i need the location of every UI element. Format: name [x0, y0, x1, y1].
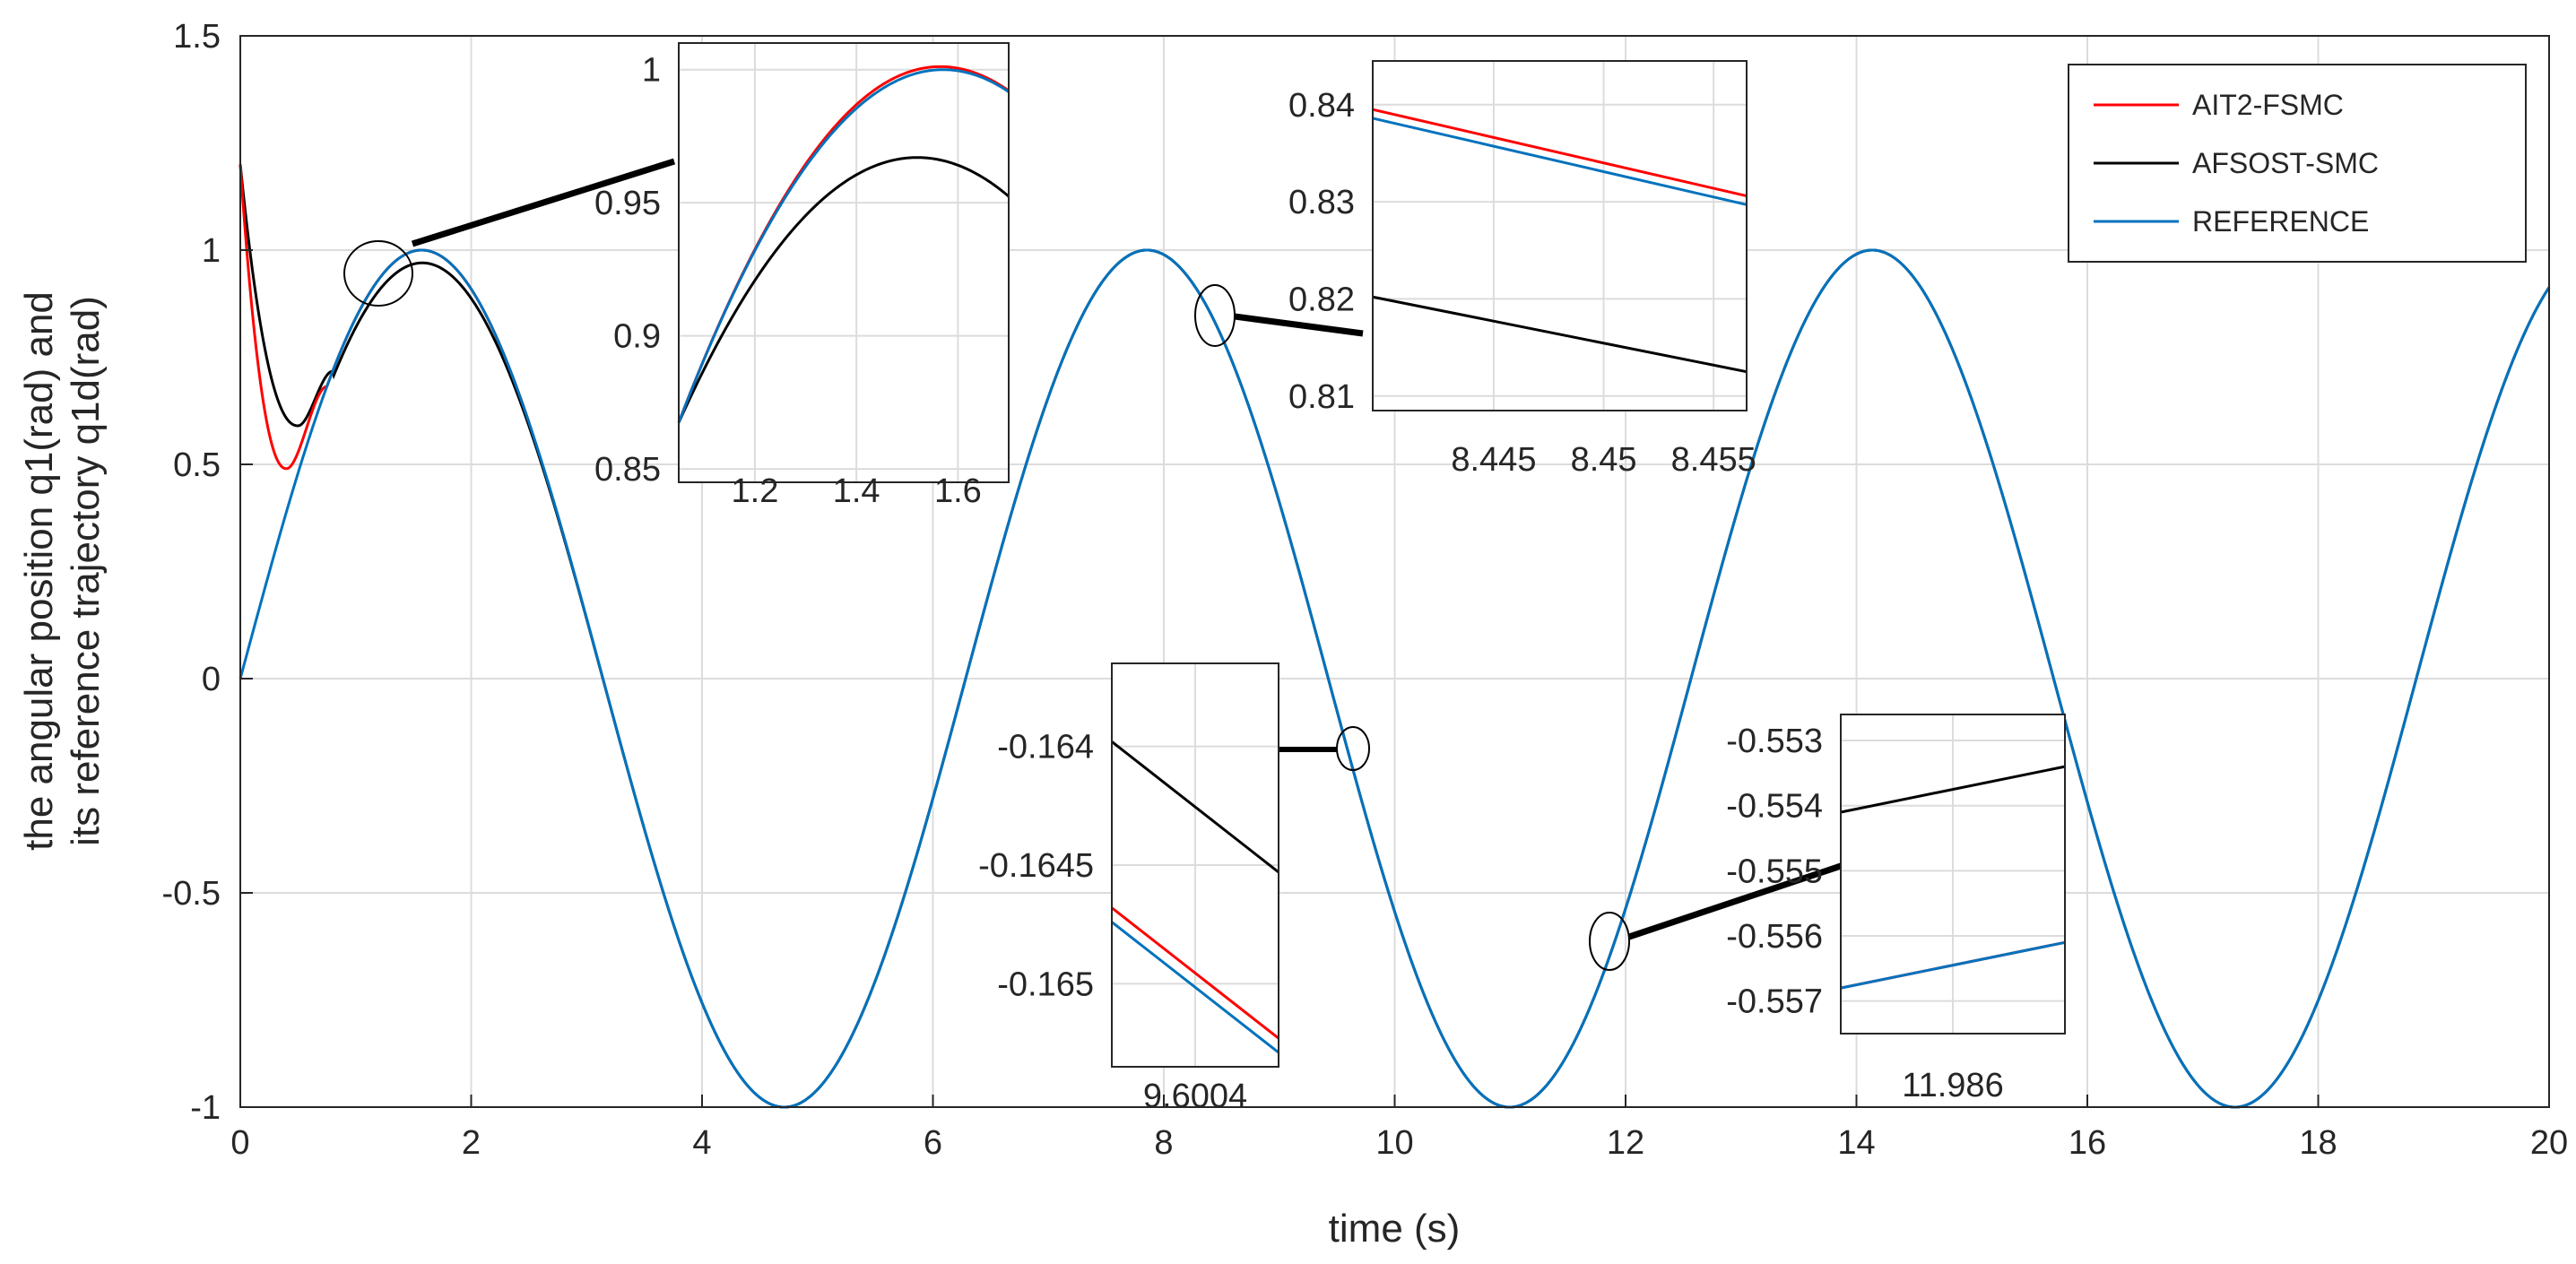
zoom-markers [343, 158, 1843, 971]
inset-x-tick-label: 8.445 [1451, 441, 1536, 479]
x-tick-label: 14 [1837, 1124, 1875, 1162]
zoom-ellipse-4 [1589, 912, 1630, 971]
inset-y-tick-label: -0.1645 [978, 847, 1094, 885]
x-tick-label: 4 [692, 1124, 711, 1162]
inset-series-afsost-smc [677, 156, 1010, 424]
connector-line-2 [1234, 313, 1364, 337]
inset-frame [1111, 662, 1279, 1068]
inset-y-tick-label: 0.82 [1288, 281, 1355, 318]
inset-4: 11.986 -0.553 -0.554 -0.555 -0.556 -0.557 [1726, 714, 2066, 1104]
y-tick-label: 0 [202, 661, 221, 698]
inset-x-tick-label: 11.986 [1902, 1067, 2003, 1104]
inset-x-tick-label: 8.455 [1671, 441, 1756, 479]
y-tick-label: -1 [190, 1089, 221, 1127]
inset-x-tick-label: 8.45 [1571, 441, 1637, 479]
inset-x-tick-label: 1.6 [934, 472, 982, 510]
x-tick-label: 20 [2530, 1124, 2568, 1162]
inset-y-tick-label: -0.554 [1726, 788, 1823, 826]
main-series [239, 164, 2551, 1109]
inset-y-tick-label: -0.557 [1726, 983, 1823, 1021]
inset-series-reference [1372, 117, 1748, 206]
y-axis-label: the angular position q1(rad) and its ref… [17, 291, 108, 851]
inset-y-tick-label: 0.95 [594, 185, 661, 222]
inset-series-ait2-fsmc [1111, 906, 1279, 1040]
inset-series-afsost-smc [1111, 740, 1279, 874]
x-tick-label: 10 [1375, 1124, 1413, 1162]
series-reference [239, 248, 2551, 1109]
legend-label-afsost-smc: AFSOST-SMC [2192, 147, 2379, 179]
y-axis-label-line-1: the angular position q1(rad) and [17, 291, 61, 851]
inset-frame [1840, 714, 2066, 1035]
inset-series-reference [1111, 921, 1279, 1054]
inset-x-tick-label: 1.2 [732, 472, 779, 510]
inset-y-tick-label: -0.553 [1726, 723, 1823, 760]
zoom-ellipse-1 [343, 240, 413, 307]
y-tick-label: -0.5 [162, 875, 221, 913]
main-ticks: 0 2 4 6 8 10 12 14 16 18 20 -1 -0.5 0 0.5 1 1.5 [162, 18, 2569, 1162]
inset-y-tick-label: 0.9 [613, 318, 661, 356]
connector-line-4 [1627, 862, 1843, 940]
legend: AIT2-FSMC AFSOST-SMC REFERENCE [2068, 64, 2527, 263]
inset-x-tick-label: 1.4 [833, 472, 880, 510]
inset-x-tick-label: 9.6004 [1143, 1078, 1247, 1115]
inset-series-afsost-smc [1372, 295, 1748, 374]
y-axis-label-line-2: its reference trajectory q1d(rad) [64, 296, 108, 846]
inset-y-tick-label: 0.85 [594, 451, 661, 489]
x-tick-label: 0 [230, 1124, 249, 1162]
x-tick-label: 2 [462, 1124, 481, 1162]
inset-series-ait2-fsmc [1372, 108, 1748, 198]
inset-frame [678, 42, 1010, 483]
inset-y-tick-label: -0.556 [1726, 918, 1823, 956]
x-tick-label: 12 [1607, 1124, 1644, 1162]
y-tick-label: 1 [202, 232, 221, 270]
x-axis-label: time (s) [1329, 1207, 1461, 1251]
inset-y-tick-label: -0.555 [1726, 853, 1823, 890]
legend-label-ait2-fsmc: AIT2-FSMC [2192, 89, 2344, 121]
x-tick-label: 8 [1154, 1124, 1173, 1162]
inset-frame [1372, 60, 1748, 411]
inset-1: 1.2 1.4 1.6 0.85 0.9 0.95 1 [594, 42, 1010, 510]
zoom-ellipse-2 [1194, 284, 1236, 347]
inset-y-tick-label: -0.165 [997, 965, 1094, 1003]
x-tick-label: 18 [2299, 1124, 2337, 1162]
x-tick-label: 16 [2069, 1124, 2106, 1162]
inset-series-reference [1840, 940, 2066, 990]
inset-y-tick-label: 0.84 [1288, 87, 1355, 125]
y-tick-label: 0.5 [173, 446, 221, 484]
inset-2: 8.445 8.45 8.455 0.81 0.82 0.83 0.84 [1288, 60, 1756, 479]
inset-y-tick-label: 0.81 [1288, 378, 1355, 416]
inset-3: 9.6004 -0.164 -0.1645 -0.165 [978, 662, 1279, 1115]
x-tick-label: 6 [924, 1124, 942, 1162]
inset-plot-area [1373, 61, 1747, 411]
inset-y-tick-label: -0.164 [997, 729, 1094, 766]
inset-series-reference [677, 68, 1010, 423]
legend-label-reference: REFERENCE [2192, 205, 2369, 238]
inset-series-afsost-smc [1840, 765, 2066, 814]
inset-y-tick-label: 0.83 [1288, 184, 1355, 221]
connector-line-1 [411, 158, 676, 247]
inset-plot-area [679, 43, 1009, 482]
y-tick-label: 1.5 [173, 18, 221, 56]
inset-y-tick-label: 1 [642, 52, 661, 90]
